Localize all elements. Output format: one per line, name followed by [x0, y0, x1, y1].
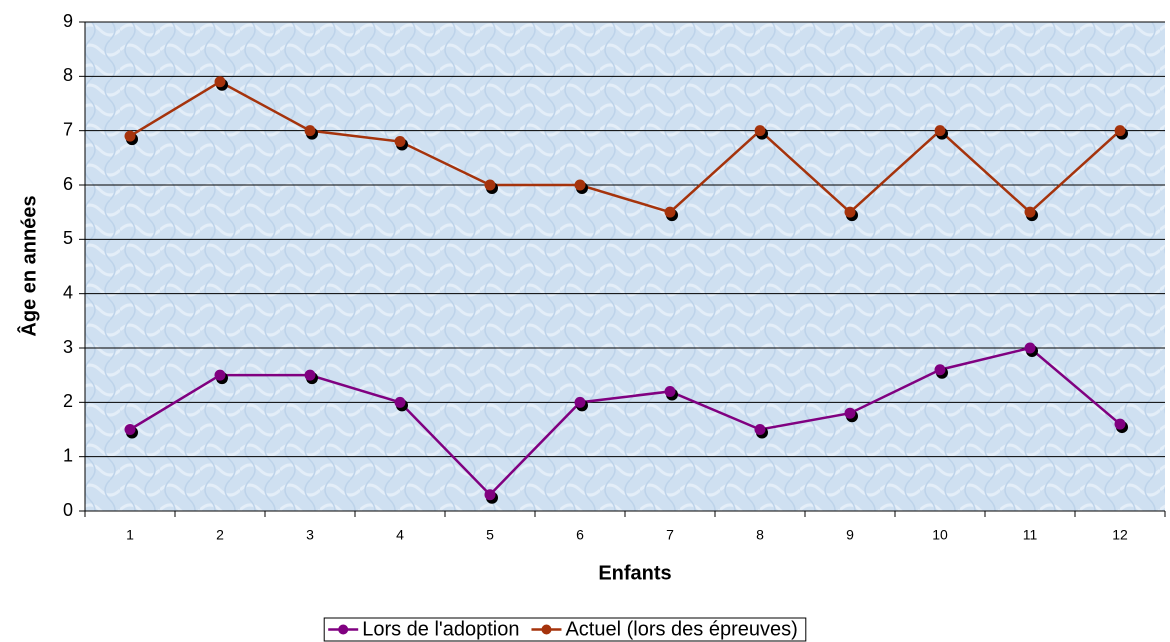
y-axis-title: Âge en années	[16, 195, 40, 336]
x-tick-label: 2	[216, 527, 224, 543]
marker	[664, 206, 676, 218]
marker	[304, 125, 316, 137]
y-tick-label: 9	[63, 11, 73, 31]
marker	[1114, 125, 1126, 137]
y-tick-label: 4	[63, 282, 73, 302]
x-tick-label: 8	[756, 527, 764, 543]
marker	[484, 489, 496, 501]
y-tick-label: 5	[63, 228, 73, 248]
x-tick-label: 4	[396, 527, 404, 543]
legend-marker	[541, 624, 552, 635]
marker	[484, 179, 496, 191]
series-line	[129, 80, 1121, 214]
marker	[394, 396, 406, 408]
legend-marker	[338, 624, 349, 635]
marker	[574, 179, 586, 191]
y-tick-label: 6	[63, 174, 73, 194]
marker	[124, 130, 136, 142]
marker	[754, 125, 766, 137]
marker	[664, 385, 676, 397]
x-tick-label: 3	[306, 527, 314, 543]
marker	[304, 369, 316, 381]
marker	[1024, 206, 1036, 218]
x-axis-title: Enfants	[598, 562, 671, 584]
x-tick-label: 10	[932, 527, 948, 543]
marker	[844, 407, 856, 419]
x-tick-label: 6	[576, 527, 584, 543]
y-tick-label: 3	[63, 337, 73, 357]
legend-label: Actuel (lors des épreuves)	[565, 618, 797, 640]
x-tick-label: 1	[126, 527, 134, 543]
y-tick-label: 0	[63, 500, 73, 520]
marker	[214, 76, 226, 88]
marker	[934, 364, 946, 376]
x-tick-label: 11	[1023, 527, 1038, 543]
marker	[1024, 342, 1036, 354]
series-line	[129, 346, 1121, 497]
x-tick-label: 9	[846, 527, 854, 543]
y-tick-label: 2	[63, 391, 73, 411]
x-tick-label: 7	[666, 527, 674, 543]
marker	[124, 424, 136, 435]
plot-area	[85, 22, 1165, 511]
marker	[754, 424, 766, 435]
y-tick-label: 1	[63, 445, 73, 465]
legend-box	[323, 617, 807, 642]
marker	[394, 136, 406, 148]
marker	[934, 125, 946, 137]
legend: Lors de l'adoption Actuel (lors des épreu…	[323, 617, 807, 642]
x-tick-label: 12	[1112, 527, 1128, 543]
y-tick-label: 7	[63, 119, 73, 139]
x-tick-label: 5	[486, 527, 494, 543]
marker	[844, 206, 856, 218]
legend-label: Lors de l'adoption	[362, 618, 519, 640]
y-tick-label: 8	[63, 65, 73, 85]
marker	[574, 396, 586, 408]
marker	[214, 369, 226, 381]
marker	[1114, 418, 1126, 430]
